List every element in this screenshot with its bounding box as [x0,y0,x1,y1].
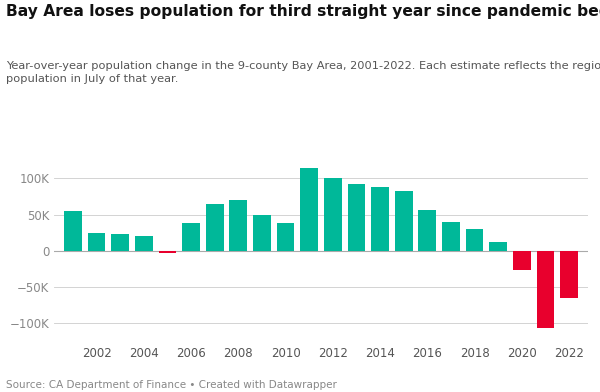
Bar [418,210,436,251]
Bar [347,184,365,251]
Bar [253,214,271,251]
Text: Year-over-year population change in the 9-county Bay Area, 2001-2022. Each estim: Year-over-year population change in the … [6,61,600,84]
Bar [135,236,152,251]
Bar [182,223,200,251]
Bar [324,178,341,251]
Bar [301,168,318,251]
Bar [513,251,531,270]
Bar [371,187,389,251]
Bar [277,223,295,251]
Bar [88,233,106,251]
Bar [64,211,82,251]
Bar [111,234,129,251]
Bar [206,204,224,251]
Text: Bay Area loses population for third straight year since pandemic began: Bay Area loses population for third stra… [6,4,600,19]
Bar [442,222,460,251]
Bar [536,251,554,328]
Text: Source: CA Department of Finance • Created with Datawrapper: Source: CA Department of Finance • Creat… [6,380,337,390]
Bar [466,229,484,251]
Bar [560,251,578,298]
Bar [229,200,247,251]
Bar [395,191,413,251]
Bar [158,251,176,253]
Bar [490,242,507,251]
